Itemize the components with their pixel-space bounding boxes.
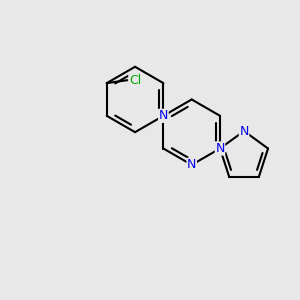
Text: Cl: Cl — [129, 74, 141, 87]
Text: N: N — [187, 158, 196, 171]
Text: N: N — [215, 142, 225, 155]
Text: N: N — [239, 124, 249, 138]
Text: N: N — [159, 109, 168, 122]
